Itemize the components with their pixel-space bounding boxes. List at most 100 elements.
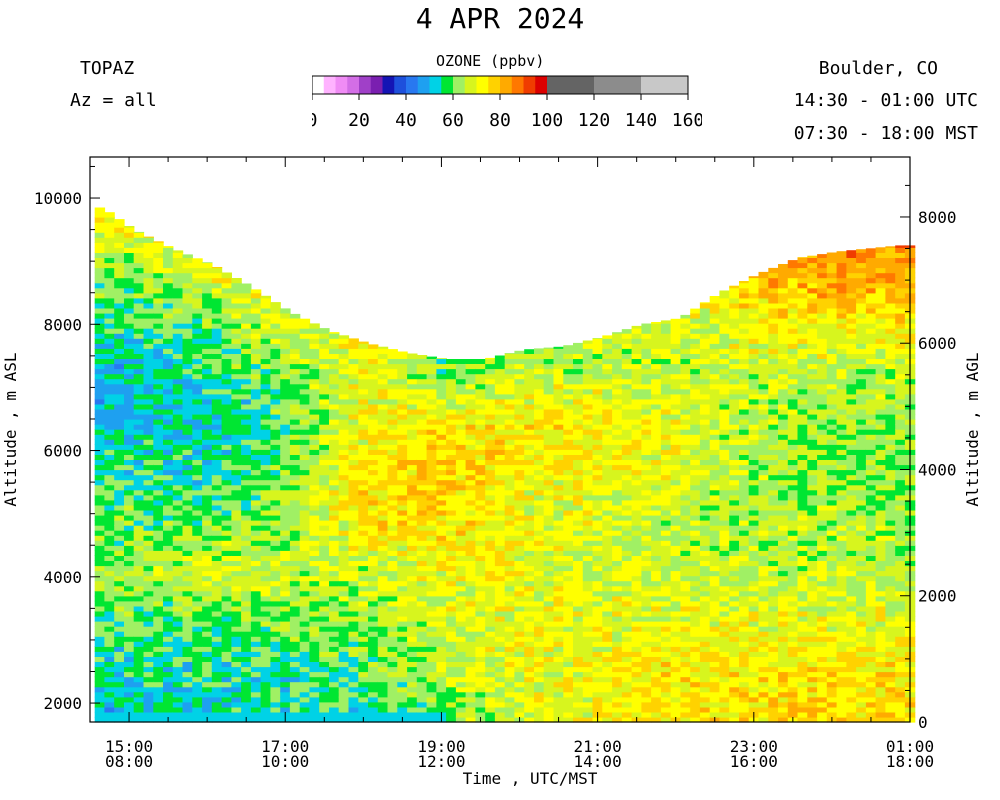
ozone-cell [582, 530, 594, 536]
ozone-cell [241, 413, 252, 420]
ozone-cell [241, 706, 252, 713]
ozone-cell [494, 600, 506, 607]
ozone-cell [631, 449, 642, 455]
ozone-cell [172, 358, 184, 365]
ozone-cell [104, 469, 115, 476]
ozone-cell [133, 651, 145, 657]
ozone-cell [582, 388, 594, 395]
ozone-cell [338, 636, 350, 642]
ozone-cell [104, 323, 115, 329]
ozone-cell [182, 504, 193, 511]
ozone-cell [182, 671, 193, 678]
ozone-cell [270, 540, 281, 546]
ozone-cell [670, 504, 681, 511]
ozone-cell [260, 378, 271, 385]
ozone-cell [465, 504, 476, 511]
ozone-cell [338, 565, 350, 572]
ozone-cell [660, 585, 672, 592]
ozone-cell [319, 626, 330, 632]
ozone-cell [641, 338, 652, 344]
ozone-cell [387, 605, 398, 612]
ozone-cell [455, 383, 467, 390]
ozone-cell [485, 378, 496, 385]
ozone-cell [455, 590, 467, 597]
ozone-cell [329, 489, 340, 496]
ozone-cell [104, 696, 115, 703]
ozone-cell [94, 408, 106, 415]
ozone-cell [582, 469, 594, 476]
ozone-cell [524, 651, 535, 657]
ozone-cell [455, 509, 467, 516]
ozone-cell [641, 570, 652, 577]
ozone-cell [670, 646, 681, 652]
ozone-cell [436, 469, 447, 476]
ozone-cell [114, 267, 125, 274]
ozone-cell [504, 681, 516, 688]
ozone-cell [680, 666, 691, 673]
ozone-cell [280, 459, 291, 466]
ozone-cell [182, 494, 193, 501]
ozone-cell [553, 353, 564, 359]
ozone-cell [553, 676, 564, 683]
ozone-cell [514, 363, 525, 370]
ozone-cell [221, 520, 232, 526]
ozone-cell [202, 580, 213, 587]
ozone-cell [612, 358, 623, 365]
ozone-cell [319, 413, 330, 420]
ozone-cell [329, 540, 340, 546]
ozone-cell [426, 479, 437, 486]
ozone-cell [612, 575, 623, 582]
ozone-cell [153, 262, 164, 269]
ozone-cell [221, 292, 232, 299]
ozone-cell [494, 484, 506, 491]
ozone-cell [153, 378, 164, 385]
ozone-cell [338, 459, 350, 466]
ozone-cell [299, 615, 311, 622]
ozone-cell [329, 332, 340, 334]
ozone-cell [260, 520, 271, 526]
ozone-cell [465, 530, 476, 536]
ozone-cell [329, 454, 340, 460]
ozone-cell [436, 484, 447, 491]
ozone-cell [104, 388, 115, 395]
ozone-cell [641, 540, 652, 546]
ozone-cell [504, 499, 516, 506]
ozone-cell [299, 570, 311, 577]
ozone-cell [309, 378, 320, 385]
ozone-cell [543, 595, 555, 602]
ozone-cell [270, 328, 281, 334]
ozone-cell [172, 661, 184, 668]
ozone-cell [602, 454, 613, 460]
ozone-cell [602, 348, 613, 354]
ozone-cell [592, 706, 603, 713]
ozone-cell [670, 666, 681, 673]
ozone-cell [309, 651, 320, 657]
ozone-cell [280, 615, 291, 622]
ozone-cell [680, 605, 691, 612]
ozone-cell [94, 469, 106, 476]
ozone-cell [641, 681, 652, 688]
ozone-cell [114, 378, 125, 385]
ozone-cell [182, 429, 193, 435]
ozone-cell [680, 590, 691, 597]
ozone-cell [612, 504, 623, 511]
ozone-cell [124, 469, 135, 476]
ozone-cell [397, 514, 408, 521]
ozone-cell [426, 575, 437, 582]
ozone-cell [407, 378, 418, 385]
ozone-cell [163, 419, 174, 425]
ozone-cell [582, 514, 594, 521]
ozone-cell [573, 666, 584, 673]
ozone-cell [260, 403, 271, 410]
ozone-cell [202, 333, 213, 339]
ozone-cell [260, 585, 271, 592]
ozone-cell [221, 272, 232, 279]
ozone-cell [465, 706, 476, 713]
ozone-cell [660, 701, 672, 708]
ozone-cell [631, 504, 642, 511]
ozone-cell [289, 621, 301, 627]
ozone-cell [280, 641, 291, 647]
ozone-cell [338, 535, 350, 541]
ozone-cell [553, 641, 564, 647]
ozone-cell [221, 550, 232, 556]
